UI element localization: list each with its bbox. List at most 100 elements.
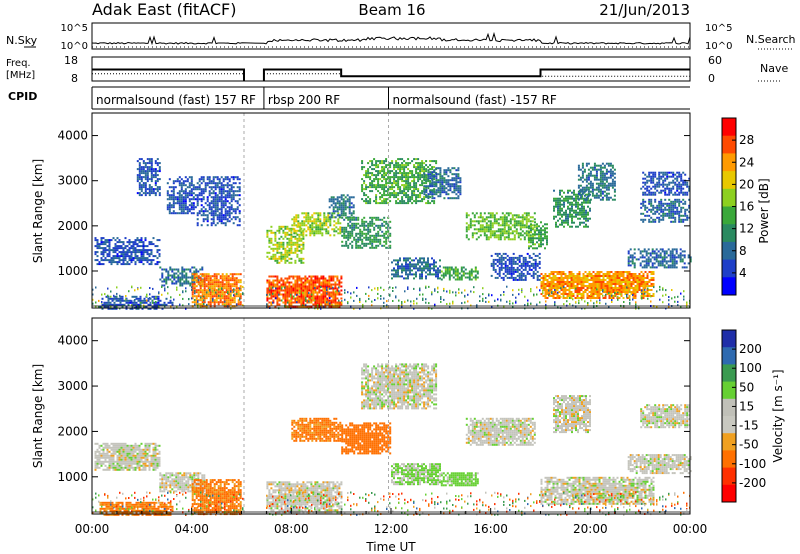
- heatmap-cell: [191, 280, 194, 283]
- heatmap-cell: [395, 271, 397, 274]
- heatmap-cell: [375, 194, 378, 197]
- heatmap-cell: [648, 281, 651, 283]
- heatmap-cell: [314, 285, 317, 288]
- heatmap-cell: [198, 188, 201, 191]
- heatmap-cell: [213, 281, 216, 284]
- heatmap-cell: [393, 164, 396, 167]
- heatmap-cell: [144, 259, 147, 262]
- heatmap-cell: [332, 277, 335, 280]
- heatmap-cell: [150, 178, 153, 181]
- heatmap-cell: [213, 283, 216, 286]
- heatmap-cell: [204, 186, 207, 189]
- heatmap-cell: [515, 216, 518, 219]
- heatmap-cell: [620, 283, 623, 285]
- heatmap-cell: [150, 243, 153, 246]
- heatmap-cell: [367, 170, 370, 173]
- heatmap-cell: [216, 186, 219, 189]
- heatmap-cell: [493, 230, 496, 233]
- heatmap-cell: [233, 301, 236, 304]
- heatmap-cell: [556, 297, 559, 299]
- heatmap-cell: [351, 224, 354, 227]
- heatmap-cell: [102, 243, 105, 246]
- heatmap-cell: [336, 297, 339, 300]
- heatmap-cell: [512, 268, 515, 271]
- heatmap-cell: [369, 234, 372, 237]
- heatmap-cell: [610, 277, 613, 279]
- heatmap-cell: [407, 172, 410, 175]
- heatmap-cell: [276, 277, 279, 280]
- heatmap-cell: [576, 281, 579, 283]
- heatmap-cell: [113, 301, 116, 304]
- heatmap-cell: [562, 279, 565, 281]
- heatmap-cell: [544, 279, 547, 281]
- heatmap-cell: [278, 291, 281, 294]
- heatmap-cell: [124, 251, 127, 254]
- heatmap-cell: [347, 218, 350, 221]
- heatmap-cell: [188, 192, 191, 195]
- heatmap-cell: [139, 297, 142, 300]
- heatmap-cell: [393, 176, 396, 179]
- heatmap-cell: [116, 247, 119, 250]
- heatmap-cell: [616, 281, 619, 283]
- heatmap-cell: [321, 222, 324, 225]
- heatmap-cell: [622, 279, 625, 281]
- heatmap-cell: [444, 272, 447, 275]
- heatmap-cell: [209, 281, 212, 284]
- heatmap-cell: [223, 295, 226, 298]
- heatmap-cell: [502, 266, 505, 269]
- heatmap-cell: [270, 295, 273, 298]
- heatmap-cell: [102, 255, 105, 258]
- heatmap-cell: [555, 225, 557, 228]
- heatmap-cell: [146, 172, 149, 175]
- heatmap-cell: [514, 268, 517, 271]
- heatmap-cell: [222, 190, 225, 193]
- heatmap-cell: [536, 264, 539, 267]
- heatmap-cell: [385, 222, 388, 225]
- heatmap-cell: [622, 273, 625, 275]
- heatmap-cell: [495, 212, 498, 215]
- heatmap-cell: [383, 160, 386, 163]
- heatmap-cell: [278, 243, 281, 246]
- heatmap-cell: [375, 232, 378, 235]
- heatmap-cell: [302, 235, 305, 238]
- heatmap-cell: [427, 263, 429, 266]
- heatmap-cell: [292, 277, 295, 280]
- heatmap-cell: [292, 235, 295, 238]
- heatmap-cell: [626, 277, 629, 279]
- heatmap-cell: [471, 234, 474, 237]
- heatmap-cell: [130, 253, 133, 256]
- heatmap-cell: [448, 266, 451, 269]
- heatmap-cell: [179, 284, 182, 287]
- heatmap-cell: [312, 279, 315, 282]
- heatmap-cell: [373, 228, 376, 231]
- heatmap-cell: [546, 227, 548, 230]
- heatmap-cell: [206, 214, 209, 217]
- heatmap-cell: [327, 218, 330, 221]
- heatmap-cell: [648, 285, 651, 287]
- heatmap-cell: [122, 255, 125, 258]
- heatmap-cell: [286, 231, 289, 234]
- heatmap-cell: [419, 200, 422, 203]
- heatmap-cell: [598, 291, 601, 293]
- heatmap-cell: [429, 202, 432, 205]
- heatmap-cell: [403, 265, 405, 268]
- heatmap-cell: [381, 230, 384, 233]
- heatmap-cell: [409, 200, 412, 203]
- heatmap-cell: [389, 166, 392, 169]
- heatmap-cell: [280, 257, 283, 260]
- heatmap-cell: [638, 287, 641, 289]
- heatmap-cell: [183, 274, 186, 277]
- heatmap-cell: [393, 174, 396, 177]
- heatmap-cell: [606, 275, 609, 277]
- heatmap-cell: [596, 275, 599, 277]
- heatmap-cell: [397, 271, 399, 274]
- heatmap-cell: [152, 237, 155, 240]
- heatmap-cell: [573, 221, 575, 224]
- heatmap-cell: [328, 299, 331, 302]
- heatmap-cell: [510, 264, 513, 267]
- heatmap-cell: [520, 254, 523, 257]
- heatmap-cell: [161, 284, 164, 287]
- heatmap-cell: [319, 214, 322, 217]
- heatmap-cell: [553, 189, 555, 192]
- heatmap-cell: [147, 303, 150, 306]
